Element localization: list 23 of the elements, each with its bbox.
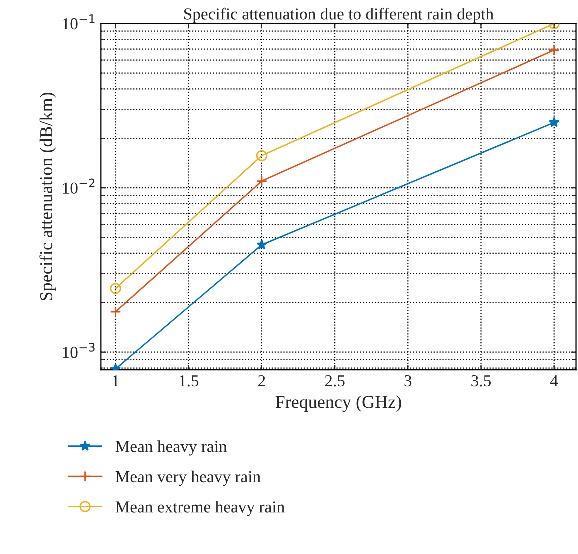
- legend-label: Mean heavy rain: [116, 440, 228, 456]
- y-tick-label: 10$^{−2}$: [63, 178, 95, 194]
- x-tick-label: 3.5: [472, 375, 492, 387]
- point: [256, 150, 268, 162]
- point: [110, 283, 122, 294]
- y-tick-label: 10$^{−3}$: [63, 343, 95, 358]
- y-tick-label: 10$^{−1}$: [63, 14, 95, 30]
- point: [110, 306, 122, 318]
- chart-title: Specific attenuation due to different rain depth: [184, 8, 494, 24]
- x-axis-title: Frequency (GHz): [276, 396, 402, 412]
- y-axis-title: Specific attenuation (dB/km): [40, 92, 56, 301]
- point: [549, 117, 560, 128]
- legend-label: Mean extreme heavy rain: [116, 501, 285, 516]
- x-tick-label: 2: [258, 375, 266, 386]
- x-tick-label: 1.5: [180, 375, 199, 387]
- point: [256, 176, 268, 187]
- point: [256, 239, 268, 250]
- point: [548, 44, 560, 56]
- legend-label: Mean very heavy rain: [116, 470, 261, 486]
- x-tick-label: 4: [550, 376, 558, 386]
- x-tick-label: 1: [113, 375, 119, 386]
- x-tick-label: 2.5: [325, 375, 345, 387]
- x-tick-label: 3: [404, 375, 412, 387]
